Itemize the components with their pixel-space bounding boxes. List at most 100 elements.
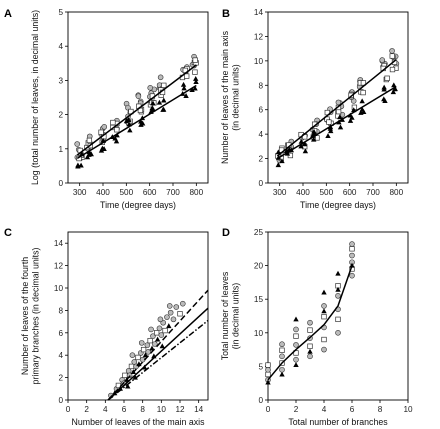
circle-marker — [129, 352, 136, 359]
square-marker — [128, 363, 135, 370]
y-axis-label: Number of leaves of the fourth — [20, 257, 30, 375]
triangle-marker — [160, 106, 166, 112]
square-marker — [321, 336, 327, 343]
square-marker — [122, 372, 128, 379]
circle-marker — [279, 353, 285, 360]
x-tick-label: 0 — [66, 405, 71, 414]
triangle-marker — [275, 149, 282, 155]
square-marker — [389, 53, 395, 59]
circle-marker — [144, 342, 151, 348]
circle-marker — [279, 341, 285, 348]
square-marker — [279, 347, 285, 353]
y-axis-label: (in decimal units) — [231, 283, 241, 350]
square-marker — [384, 75, 390, 81]
square-marker — [135, 354, 141, 361]
triangle-marker — [325, 133, 331, 139]
square-marker — [326, 119, 332, 125]
circle-marker — [335, 329, 341, 336]
triangle-marker — [265, 379, 271, 385]
x-tick-label: 300 — [73, 188, 87, 197]
square-marker — [360, 89, 366, 96]
y-axis-label: Number of leaves of the main axis — [220, 30, 230, 164]
x-tick-label: 6 — [350, 405, 355, 414]
circle-marker — [125, 368, 132, 374]
x-tick-label: 4 — [322, 405, 327, 414]
x-tick-label: 14 — [194, 405, 204, 414]
circle-marker — [157, 74, 164, 81]
circle-marker — [152, 341, 158, 347]
circle-marker — [293, 356, 299, 363]
triangle-marker — [166, 323, 172, 329]
regression-line — [267, 265, 353, 381]
y-tick-label: 8 — [258, 81, 263, 90]
panel-label: A — [4, 8, 12, 20]
triangle-marker — [392, 86, 398, 92]
square-marker — [389, 66, 396, 73]
triangle-marker — [335, 286, 341, 292]
x-tick-label: 8 — [140, 405, 145, 414]
circle-marker — [321, 303, 327, 309]
regression-line — [276, 85, 397, 160]
square-marker — [265, 362, 271, 368]
triangle-marker — [84, 154, 91, 160]
triangle-marker — [390, 89, 397, 95]
y-tick-label: 2 — [258, 155, 263, 164]
y-tick-label: 4 — [258, 130, 263, 139]
triangle-marker — [359, 98, 365, 104]
triangle-marker — [298, 143, 304, 149]
triangle-marker — [349, 262, 355, 268]
circle-marker — [265, 366, 271, 373]
y-tick-label: 4 — [58, 42, 63, 51]
triangle-marker — [307, 348, 313, 354]
regression-line — [107, 289, 209, 401]
triangle-marker — [382, 98, 388, 103]
square-marker — [161, 82, 167, 89]
triangle-marker — [279, 371, 285, 377]
triangle-marker — [159, 343, 165, 349]
triangle-marker — [193, 79, 199, 84]
circle-marker — [148, 326, 154, 333]
data-points — [74, 53, 199, 169]
y-tick-label: 25 — [254, 228, 264, 237]
triangle-marker — [181, 85, 187, 91]
triangle-marker — [327, 125, 334, 131]
x-axis-label: Total number of branches — [288, 417, 388, 427]
square-marker — [321, 314, 327, 320]
square-marker — [98, 129, 104, 135]
y-tick-label: 5 — [58, 8, 63, 17]
square-marker — [293, 333, 299, 339]
circle-marker — [379, 57, 386, 63]
square-marker — [177, 311, 183, 317]
circle-marker — [293, 342, 299, 348]
square-marker — [335, 316, 341, 323]
y-axis-label: Total number of leaves — [220, 271, 230, 360]
regression-line — [76, 84, 197, 160]
triangle-marker — [293, 362, 299, 368]
panel-a: A 300 400 500 600 700 800 0 1 2 3 4 5 Time (degree da… — [4, 8, 209, 210]
y-tick-label: 8 — [58, 306, 63, 315]
x-tick-label: 600 — [343, 188, 357, 197]
square-marker — [147, 337, 153, 344]
triangle-marker — [114, 132, 120, 138]
triangle-marker — [381, 86, 387, 92]
triangle-marker — [138, 118, 144, 124]
circle-marker — [135, 93, 142, 99]
x-tick-label: 500 — [119, 188, 133, 197]
x-tick-label: 10 — [403, 405, 413, 414]
square-marker — [140, 346, 147, 353]
triangle-marker — [337, 124, 344, 130]
circle-marker — [157, 316, 164, 323]
triangle-marker — [138, 121, 144, 127]
circle-marker — [74, 141, 80, 147]
square-marker — [86, 137, 93, 144]
y-axis-label: Log (total number of leaves, in decimal … — [30, 10, 40, 185]
triangle-marker — [358, 110, 364, 115]
y-tick-label: 10 — [254, 329, 264, 338]
triangle-marker — [132, 374, 138, 380]
square-marker — [307, 327, 313, 333]
panel-d: D 0 2 4 6 8 10 0 5 10 15 20 25 Total number of branch… — [220, 227, 413, 427]
x-tick-label: 400 — [296, 188, 310, 197]
regression-line — [276, 59, 397, 157]
y-axis-label: (in decimal units) — [231, 64, 241, 131]
square-marker — [162, 327, 168, 334]
